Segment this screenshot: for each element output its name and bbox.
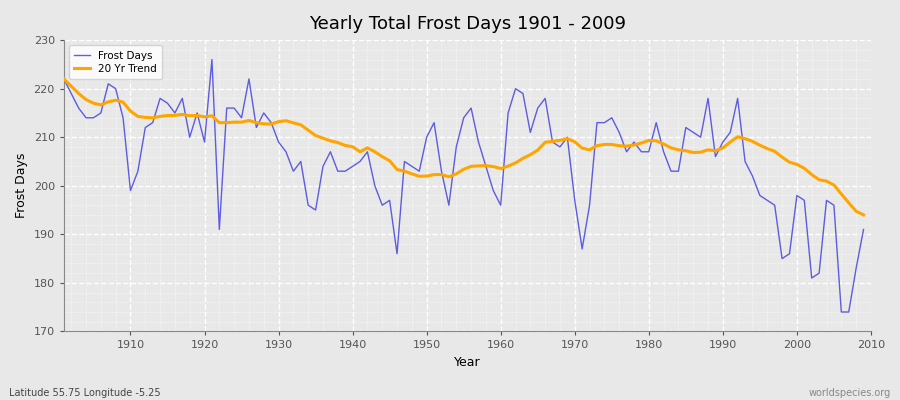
Text: Latitude 55.75 Longitude -5.25: Latitude 55.75 Longitude -5.25 [9,388,160,398]
Line: 20 Yr Trend: 20 Yr Trend [64,79,863,215]
Frost Days [58,76,69,81]
20 Yr Trend [584,148,595,152]
Frost Days [503,110,514,115]
Title: Yearly Total Frost Days 1901 - 2009: Yearly Total Frost Days 1901 - 2009 [309,15,626,33]
20 Yr Trend [858,212,868,217]
20 Yr Trend [325,138,336,143]
Frost Days [206,57,217,62]
Frost Days [332,169,343,174]
Text: worldspecies.org: worldspecies.org [809,388,891,398]
Frost Days [288,169,299,174]
Frost Days [495,203,506,208]
Frost Days [836,310,847,314]
20 Yr Trend [488,164,499,169]
20 Yr Trend [118,100,129,104]
20 Yr Trend [281,118,292,123]
Legend: Frost Days, 20 Yr Trend: Frost Days, 20 Yr Trend [69,45,162,79]
Frost Days [118,115,129,120]
20 Yr Trend [495,166,506,171]
Frost Days [591,120,602,125]
Line: Frost Days: Frost Days [64,60,863,312]
Y-axis label: Frost Days: Frost Days [15,153,28,218]
Frost Days [858,227,868,232]
20 Yr Trend [58,76,69,81]
X-axis label: Year: Year [454,356,481,369]
